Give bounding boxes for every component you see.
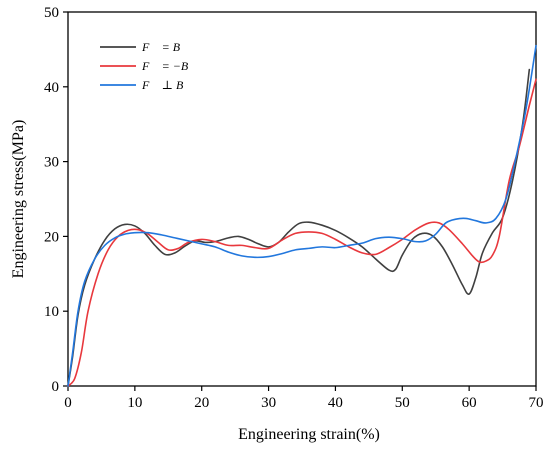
plot-frame [67, 11, 537, 387]
legend-label-3: F⃗ ⊥ B⃗ [141, 78, 193, 92]
axes: 0 10 20 30 40 50 60 70 0 10 20 30 40 50 [44, 5, 544, 411]
x-tick-label: 60 [462, 395, 477, 411]
y-tick-label: 0 [52, 379, 60, 395]
legend: F⃗ = B⃗ F⃗ = −B⃗ F⃗ ⊥ B⃗ [100, 40, 198, 92]
x-tick-label: 70 [529, 395, 544, 411]
y-tick-label: 10 [44, 304, 59, 320]
series-line-2 [67, 78, 537, 387]
x-tick-label: 40 [328, 395, 343, 411]
x-tick-label: 30 [261, 395, 276, 411]
x-tick-label: 20 [194, 395, 209, 411]
x-tick-label: 0 [64, 395, 72, 411]
series-line-1 [67, 68, 531, 387]
series-lines [67, 44, 537, 387]
x-tick-label: 50 [395, 395, 410, 411]
series-line-3 [67, 44, 537, 387]
y-tick-label: 30 [44, 155, 59, 171]
legend-label-2: F⃗ = −B⃗ [141, 59, 198, 73]
x-axis-title: Engineering strain(%) [238, 426, 380, 443]
legend-label-1: F⃗ = B⃗ [141, 40, 189, 54]
y-tick-label: 50 [44, 5, 59, 21]
y-axis-title: Engineering stress(MPa) [10, 120, 27, 279]
y-tick-label: 40 [44, 80, 59, 96]
y-tick-label: 20 [44, 229, 59, 245]
x-tick-label: 10 [127, 395, 142, 411]
